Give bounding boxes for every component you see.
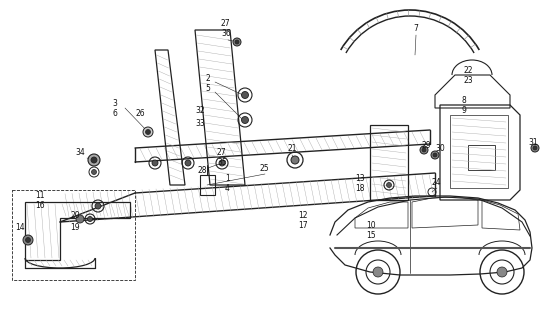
- Text: 36: 36: [221, 28, 231, 37]
- Text: 1: 1: [225, 173, 230, 182]
- Circle shape: [422, 148, 426, 152]
- Text: 33: 33: [195, 118, 205, 127]
- Text: 17: 17: [298, 220, 307, 229]
- Circle shape: [26, 237, 31, 243]
- Circle shape: [92, 170, 97, 174]
- Circle shape: [291, 156, 299, 164]
- Text: 30: 30: [435, 143, 445, 153]
- Circle shape: [233, 38, 241, 46]
- Text: 31: 31: [528, 138, 538, 147]
- Text: 3: 3: [112, 99, 117, 108]
- Text: 28: 28: [198, 165, 207, 174]
- Circle shape: [531, 144, 539, 152]
- Circle shape: [241, 116, 249, 124]
- Text: 10: 10: [366, 220, 376, 229]
- Text: 12: 12: [298, 211, 307, 220]
- Text: 13: 13: [355, 173, 365, 182]
- Text: 23: 23: [464, 76, 474, 84]
- Text: 2: 2: [205, 74, 210, 83]
- Text: 22: 22: [464, 66, 474, 75]
- Text: 7: 7: [413, 23, 418, 33]
- Circle shape: [533, 146, 537, 150]
- Circle shape: [95, 203, 101, 209]
- Text: 16: 16: [35, 201, 44, 210]
- Text: 29: 29: [422, 140, 431, 149]
- Text: 21: 21: [288, 143, 297, 153]
- Text: 9: 9: [462, 106, 467, 115]
- Text: 32: 32: [195, 106, 205, 115]
- Circle shape: [235, 40, 239, 44]
- Circle shape: [76, 215, 84, 223]
- Circle shape: [497, 267, 507, 277]
- Circle shape: [152, 160, 158, 166]
- Circle shape: [241, 92, 249, 99]
- Text: 35: 35: [217, 157, 227, 166]
- Text: 14: 14: [15, 223, 24, 233]
- Text: 25: 25: [260, 164, 270, 172]
- Text: 24: 24: [432, 178, 441, 187]
- Text: 19: 19: [70, 223, 80, 233]
- Text: 20: 20: [70, 211, 80, 220]
- Circle shape: [386, 182, 391, 188]
- Circle shape: [373, 267, 383, 277]
- Text: 8: 8: [462, 95, 466, 105]
- Circle shape: [87, 217, 92, 221]
- Circle shape: [143, 127, 153, 137]
- Text: 27: 27: [217, 148, 227, 156]
- Circle shape: [146, 130, 151, 134]
- Circle shape: [420, 146, 428, 154]
- Circle shape: [431, 151, 439, 159]
- Circle shape: [219, 160, 225, 166]
- Circle shape: [433, 153, 437, 157]
- Circle shape: [23, 235, 33, 245]
- Text: 11: 11: [35, 190, 44, 199]
- Text: 15: 15: [366, 230, 376, 239]
- Text: 4: 4: [225, 183, 230, 193]
- Text: 34: 34: [75, 148, 85, 156]
- Circle shape: [88, 154, 100, 166]
- Text: 18: 18: [355, 183, 365, 193]
- Circle shape: [91, 157, 97, 163]
- Text: 6: 6: [112, 108, 117, 117]
- Circle shape: [185, 160, 191, 166]
- Text: 5: 5: [205, 84, 210, 92]
- Text: 27: 27: [221, 19, 231, 28]
- Text: 26: 26: [135, 108, 145, 117]
